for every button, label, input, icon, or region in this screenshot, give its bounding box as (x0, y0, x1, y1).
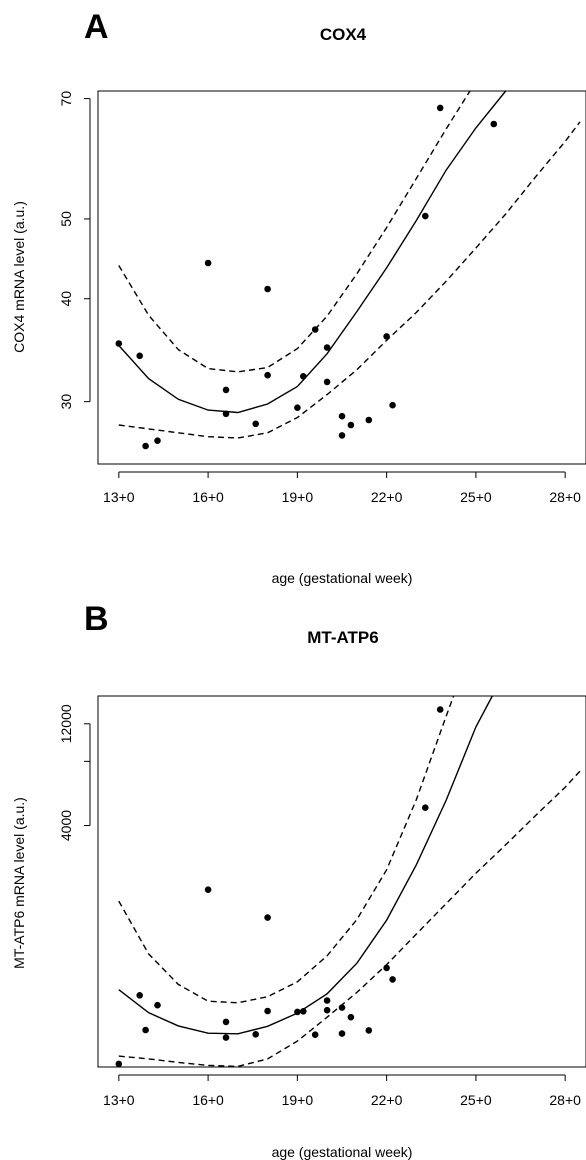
x-tick-label: 22+0 (371, 1092, 403, 1108)
confidence-band-curve (118, 695, 455, 1004)
data-point (222, 1018, 230, 1026)
x-tick-label: 13+0 (103, 1092, 135, 1108)
fitted-curve (118, 695, 493, 1035)
data-point (264, 1007, 271, 1015)
data-point (136, 352, 143, 360)
data-point (338, 432, 346, 439)
data-point (389, 401, 396, 409)
data-point (222, 410, 230, 418)
data-point (154, 1001, 161, 1009)
data-point (142, 1026, 149, 1034)
y-tick-label: 30 (58, 394, 74, 410)
data-point (338, 1004, 346, 1011)
data-point (383, 964, 390, 972)
confidence-band-curve (118, 770, 581, 1068)
data-point (436, 706, 444, 713)
y-axis: 30 40 50 70 (58, 91, 91, 410)
data-point (436, 104, 444, 112)
data-point (490, 120, 498, 128)
y-axis-label: COX4 mRNA level (a.u.) (11, 201, 27, 353)
data-point (264, 371, 271, 379)
chart-title-cox4: COX4 (320, 25, 367, 44)
confidence-band-curve (118, 121, 581, 439)
data-point (422, 212, 429, 220)
data-point (252, 1031, 259, 1038)
x-tick-label: 19+0 (282, 1092, 314, 1108)
data-point (115, 1060, 123, 1068)
data-point (115, 340, 123, 347)
data-point (264, 285, 271, 293)
x-tick-label: 28+0 (549, 1092, 581, 1108)
x-tick-label: 19+0 (282, 489, 314, 505)
data-point (300, 373, 307, 380)
data-point (323, 997, 331, 1004)
cox4-panel: A COX4 13+0 16+0 19+0 22+0 25+0 28+0 30 40 50 70… (11, 8, 586, 586)
data-point (136, 992, 143, 999)
data-point (204, 886, 212, 893)
x-tick-label: 16+0 (192, 489, 224, 505)
data-point (264, 914, 271, 921)
data-point (323, 378, 331, 386)
data-point (383, 333, 390, 340)
fit-curves (118, 90, 581, 439)
chart-title-mt-atp6: MT-ATP6 (307, 628, 378, 647)
x-tick-label: 28+0 (549, 489, 581, 505)
data-points (115, 706, 444, 1068)
data-points (115, 104, 498, 450)
x-tick-label: 25+0 (460, 489, 492, 505)
confidence-band-curve (118, 90, 471, 373)
fit-curves (118, 695, 581, 1068)
data-point (347, 421, 355, 429)
data-point (222, 386, 230, 394)
x-axis: 13+0 16+0 19+0 22+0 25+0 28+0 (103, 1074, 581, 1108)
data-point (154, 437, 161, 445)
fitted-curve (118, 90, 507, 414)
data-point (347, 1013, 355, 1021)
x-tick-label: 16+0 (192, 1092, 224, 1108)
y-tick-label: 70 (58, 91, 74, 107)
data-point (422, 804, 429, 811)
x-tick-label: 25+0 (460, 1092, 492, 1108)
data-point (323, 1006, 331, 1014)
y-tick-label: 4000 (58, 810, 74, 841)
panel-label-a: A (84, 8, 109, 46)
y-tick-label: 50 (58, 211, 74, 227)
y-axis: 4000 12000 (58, 704, 91, 841)
data-point (365, 1027, 373, 1034)
data-point (294, 1008, 301, 1016)
x-tick-label: 22+0 (371, 489, 403, 505)
plot-frame (97, 90, 586, 465)
data-point (389, 976, 396, 983)
data-point (300, 1008, 307, 1015)
plot-frame (97, 695, 586, 1068)
data-point (204, 259, 212, 267)
data-point (142, 442, 149, 450)
data-point (311, 1031, 319, 1038)
mt-atp6-panel: B MT-ATP6 13+0 16+0 19+0 22+0 25+0 28+0 4000 1… (11, 600, 586, 1160)
y-tick-label: 12000 (58, 704, 74, 743)
data-point (365, 416, 373, 424)
data-point (311, 326, 319, 333)
data-point (222, 1034, 230, 1041)
y-tick-label: 40 (58, 291, 74, 307)
x-axis-label: age (gestational week) (272, 570, 413, 586)
x-axis: 13+0 16+0 19+0 22+0 25+0 28+0 (103, 471, 581, 505)
data-point (338, 412, 346, 420)
x-axis-label: age (gestational week) (272, 1144, 413, 1160)
panel-label-b: B (84, 600, 109, 638)
y-axis-label: MT-ATP6 mRNA level (a.u.) (11, 797, 27, 969)
x-tick-label: 13+0 (103, 489, 135, 505)
data-point (252, 420, 259, 428)
data-point (338, 1030, 346, 1037)
data-point (294, 404, 301, 412)
data-point (323, 344, 331, 351)
